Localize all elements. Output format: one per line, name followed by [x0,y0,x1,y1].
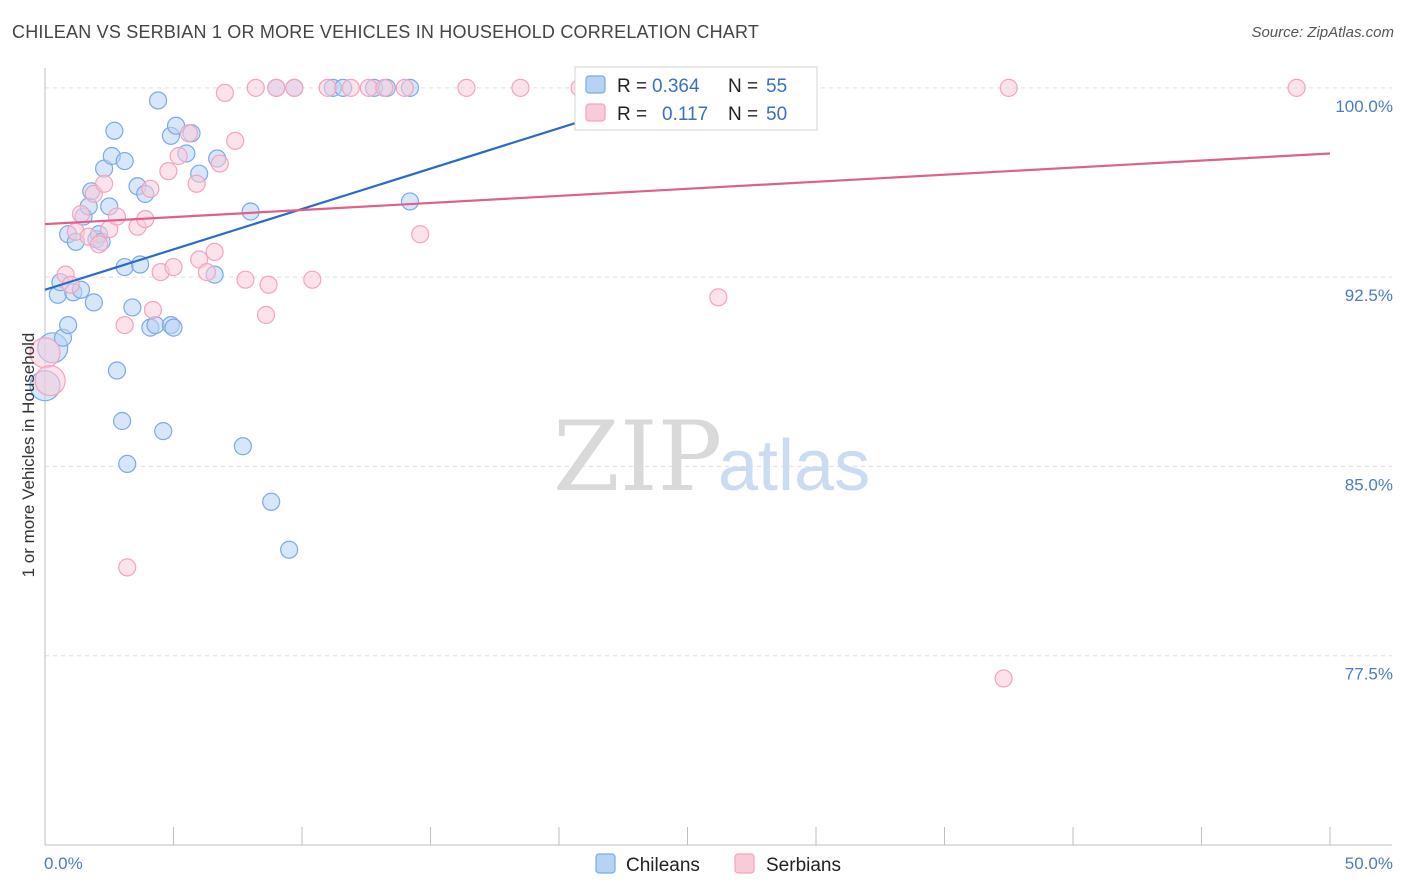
serbians-point-49 [1287,78,1306,97]
serbians-point-29 [226,131,245,150]
series-legend: Chileans Serbians [595,853,841,876]
chileans-point-47 [280,540,299,559]
legend-n-value-1: 50 [766,104,787,125]
source-credit: Source: ZipAtlas.com [1251,24,1394,41]
bottom-legend-swatch-chileans [595,853,616,874]
serbians-point-41 [395,78,414,97]
axes [44,68,1392,846]
serbians-point-35 [285,78,304,97]
y-tick-label-3: 100.0% [1335,97,1393,116]
legend-n-label-1: N = [728,104,758,125]
y-tick-label-1: 85.0% [1345,475,1393,494]
serbians-point-8 [89,235,109,254]
series-chileans-points [29,78,420,559]
data-points [29,78,1306,688]
serbians-point-31 [246,78,265,97]
serbians-point-39 [359,78,378,97]
serbians-point-9 [95,174,114,193]
chileans-point-22 [112,411,132,431]
serbians-point-1 [34,365,66,397]
bottom-legend-label-serbians: Serbians [766,855,841,876]
serbians-point-27 [210,154,229,173]
legend-r-label-1: R = [617,104,647,125]
serbians-point-30 [236,270,255,289]
watermark-zip: ZIP [553,401,722,513]
legend-r-value-1: 0.117 [662,104,708,125]
serbians-point-19 [159,162,178,181]
legend-n-label-0: N = [728,76,758,97]
chileans-point-43 [233,437,252,456]
x-tick-label-1: 50.0% [1345,854,1393,873]
serbians-point-28 [215,83,234,103]
serbians-point-5 [71,204,91,224]
chileans-point-5 [59,315,78,335]
chileans-point-32 [148,91,168,110]
serbians-point-20 [164,257,183,277]
legend-swatch-serbians [585,103,606,122]
serbians-point-16 [141,179,160,198]
chileans-point-20 [105,121,124,140]
serbians-point-40 [375,78,394,97]
x-tick-label-0: 0.0% [44,854,83,873]
serbians-point-36 [303,270,322,289]
serbians-point-23 [187,174,206,193]
serbians-point-37 [318,78,337,97]
chileans-point-13 [84,293,103,312]
y-tick-label-2: 92.5% [1345,286,1393,305]
chileans-point-45 [262,492,281,511]
serbians-point-48 [999,78,1018,97]
y-axis-label: 1 or more Vehicles in Household [19,333,38,578]
y-tick-labels: 77.5% 85.0% 92.5% 100.0% [1335,97,1393,684]
serbians-point-44 [511,78,530,97]
chart-title: CHILEAN VS SERBIAN 1 OR MORE VEHICLES IN… [12,22,760,42]
x-tick-labels: 0.0% 50.0% [44,854,1393,873]
legend-n-value-0: 55 [766,76,787,97]
chileans-point-25 [118,454,137,474]
serbians-point-26 [205,242,224,262]
legend-r-value-0: 0.364 [652,76,700,97]
chileans-point-21 [107,361,127,380]
serbians-point-47 [994,669,1013,688]
serbians-point-21 [169,146,188,166]
bottom-legend-label-chileans: Chileans [626,855,700,876]
chileans-point-54 [400,192,420,211]
legend-frame [574,66,818,131]
serbians-point-33 [259,275,278,294]
legend-swatch-chileans [585,75,606,94]
serbians-point-12 [115,315,134,335]
serbians-point-13 [118,558,137,577]
serbians-point-43 [457,78,476,97]
chileans-point-33 [154,421,173,441]
bottom-legend-swatch-serbians [734,853,755,874]
serbians-point-46 [709,288,728,307]
serbians-point-34 [267,78,286,97]
chileans-point-26 [123,298,142,317]
series-serbians-points [29,78,1306,688]
legend-r-label-0: R = [617,76,647,97]
grid-lines [45,87,1392,657]
serbians-point-25 [197,262,217,282]
serbians-point-32 [256,305,276,325]
correlation-legend: R = 0.364 N = 55 R = 0.117 N = 50 [574,66,818,131]
serbians-point-42 [411,225,430,244]
serbians-point-22 [179,124,199,143]
serbians-trend-line [44,152,1331,226]
chileans-point-36 [164,318,183,337]
chileans-point-31 [146,315,165,335]
y-tick-label-0: 77.5% [1345,665,1393,684]
serbians-point-38 [341,78,360,97]
watermark-atlas: atlas [718,426,870,506]
chileans-point-23 [115,151,134,171]
serbians-point-17 [143,300,163,320]
serbians-point-11 [107,207,127,226]
